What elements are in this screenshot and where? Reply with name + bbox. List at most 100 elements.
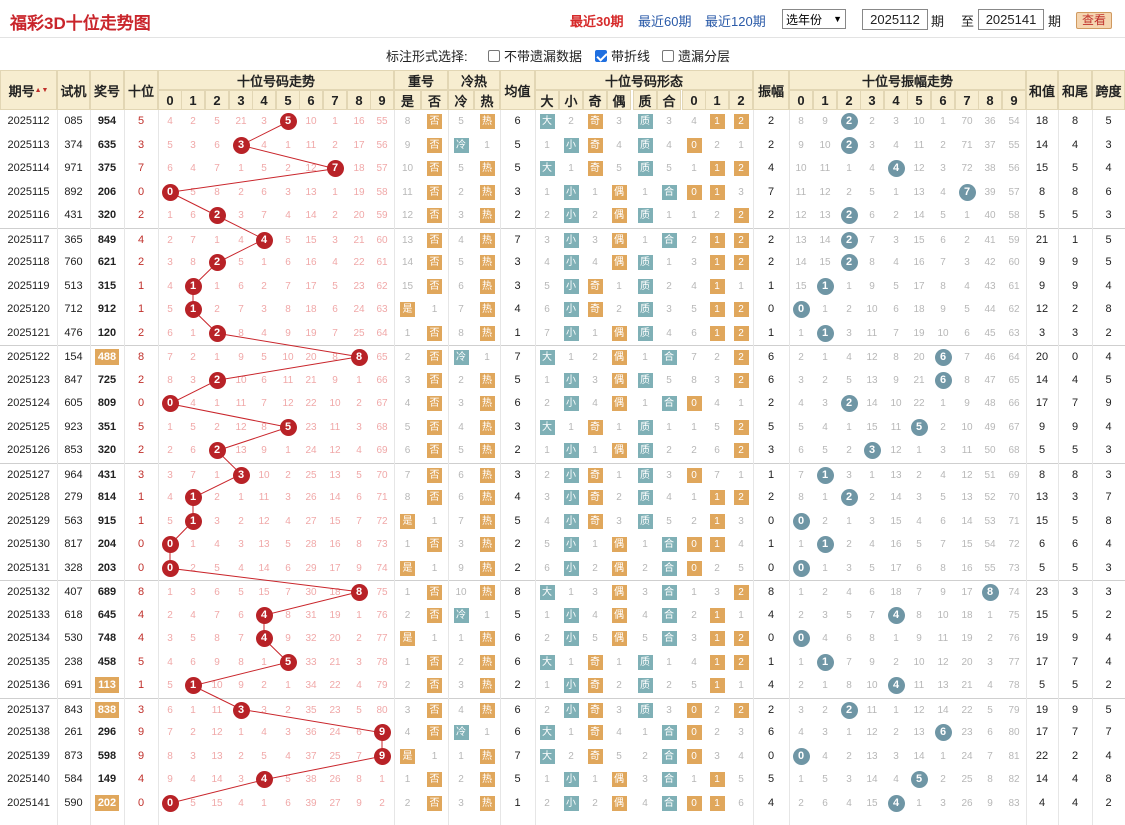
period-to-input[interactable]: 2025141 bbox=[978, 9, 1044, 30]
trend-miss: 6 bbox=[167, 163, 173, 174]
header-span: 跨度 bbox=[1092, 70, 1125, 110]
amp-miss: 41 bbox=[984, 234, 996, 246]
shape-cell: 小 bbox=[559, 486, 583, 510]
amp-miss: 9 bbox=[869, 656, 875, 668]
trend-miss: 3 bbox=[285, 727, 291, 738]
amp-ball: 6 bbox=[931, 721, 955, 745]
top-bar: 福彩3D十位走势图 最近30期 最近60期 最近120期 选年份 ▼ 202511… bbox=[0, 0, 1125, 38]
shape-cell: 2 bbox=[714, 704, 720, 716]
amp-miss: 2 bbox=[869, 116, 875, 127]
shape-cell: 2 bbox=[616, 680, 622, 691]
span-cell: 2 bbox=[1105, 326, 1112, 339]
trend-miss: 6 bbox=[356, 492, 362, 503]
cold-cell: 2 bbox=[458, 774, 464, 785]
shape-cell: 3 bbox=[616, 515, 622, 527]
shape-cell: 2 bbox=[714, 562, 720, 574]
shape-cell: 小 bbox=[559, 627, 583, 651]
shape-cell: 4 bbox=[738, 750, 744, 762]
trend-miss: 24 bbox=[329, 727, 341, 738]
repeat-yes-cell: 10 bbox=[401, 163, 414, 174]
amp-cell: 1 bbox=[767, 279, 775, 292]
amp-cell: 3 bbox=[767, 444, 775, 456]
recent-120-link[interactable]: 最近120期 bbox=[705, 14, 766, 29]
trend-miss: 2 bbox=[238, 515, 244, 527]
sumtail-cell: 3 bbox=[1071, 326, 1079, 339]
shape-cell: 3 bbox=[666, 469, 672, 481]
checkbox-layered[interactable] bbox=[662, 49, 674, 62]
trend-miss: 1 bbox=[238, 727, 244, 738]
amp-miss: 12 bbox=[866, 352, 878, 363]
trend-miss: 11 bbox=[258, 492, 270, 503]
trial-cell: 760 bbox=[64, 256, 83, 268]
amp-cell: 0 bbox=[767, 749, 775, 762]
header-amp-digit: 0 bbox=[789, 90, 813, 110]
header-trend-digit: 9 bbox=[370, 90, 394, 110]
amp-miss: 75 bbox=[1008, 609, 1020, 621]
amp-miss: 1 bbox=[846, 727, 852, 738]
amp-miss: 15 bbox=[866, 797, 878, 809]
period-cell: 2025124 bbox=[7, 397, 50, 409]
amp-miss: 54 bbox=[984, 539, 996, 550]
trend-ball: 1 bbox=[181, 674, 205, 698]
sort-icon[interactable]: ▲▼ bbox=[34, 86, 49, 94]
trial-cell: 261 bbox=[64, 726, 83, 738]
checkbox-no-missing[interactable] bbox=[488, 49, 500, 62]
mean-cell: 3 bbox=[514, 256, 521, 268]
trend-miss: 17 bbox=[305, 280, 317, 292]
shape-cell: 5 bbox=[616, 163, 622, 174]
recent-30-link[interactable]: 最近30期 bbox=[570, 14, 624, 29]
shape-cell: 1 bbox=[568, 421, 574, 433]
span-cell: 7 bbox=[1105, 726, 1112, 738]
hot-cell: 热 bbox=[474, 157, 500, 181]
tens-cell: 2 bbox=[137, 209, 145, 221]
trend-ball: 4 bbox=[252, 768, 276, 792]
amp-miss: 12 bbox=[795, 210, 807, 221]
amp-miss: 14 bbox=[890, 492, 902, 503]
marking-options: 标注形式选择: 不带遗漏数据 带折线 遗漏分层 bbox=[0, 38, 1125, 70]
prize-cell: 296 bbox=[97, 726, 117, 738]
sumtail-cell: 4 bbox=[1071, 138, 1079, 151]
checkbox-with-line[interactable] bbox=[595, 49, 607, 62]
column-divider bbox=[124, 110, 125, 825]
year-select[interactable]: 选年份 ▼ bbox=[782, 9, 846, 29]
shape-cell: 5 bbox=[666, 163, 672, 174]
option-layered[interactable]: 遗漏分层 bbox=[662, 46, 730, 65]
hot-cell: 热 bbox=[474, 322, 500, 346]
shape-cell: 质 bbox=[633, 251, 657, 275]
amp-miss: 2 bbox=[940, 421, 946, 433]
recent-60-link[interactable]: 最近60期 bbox=[638, 14, 692, 29]
amp-ball: 6 bbox=[931, 346, 955, 370]
shape-cell: 7 bbox=[691, 352, 697, 363]
period-cell: 2025120 bbox=[7, 303, 50, 315]
header-period[interactable]: 期号 ▲▼ bbox=[0, 70, 57, 110]
shape-cell: 3 bbox=[714, 750, 720, 762]
shape-cell: 7 bbox=[544, 327, 550, 339]
repeat-yes-cell: 1 bbox=[404, 774, 411, 785]
period-cell: 2025117 bbox=[7, 233, 50, 246]
period-from-input[interactable]: 2025112 bbox=[862, 9, 928, 30]
shape-cell: 5 bbox=[592, 633, 598, 644]
shape-cell: 0 bbox=[682, 134, 706, 158]
shape-cell: 1 bbox=[691, 587, 697, 598]
shape-cell: 1 bbox=[642, 539, 648, 550]
amp-ball: 1 bbox=[813, 533, 837, 557]
option-with-line[interactable]: 带折线 bbox=[595, 46, 650, 65]
trend-ball: 2 bbox=[205, 204, 229, 228]
view-button[interactable]: 查看 bbox=[1076, 12, 1112, 29]
table-row: 2025132 407 689 8 1 3 6 5 15 7 30 18 8 75 1 否 10 热 8 大 1 3 偶 3 合… bbox=[0, 580, 1125, 604]
trial-cell: 328 bbox=[64, 561, 83, 574]
amp-miss: 1 bbox=[846, 280, 852, 292]
shape-cell: 质 bbox=[633, 322, 657, 346]
option-no-missing[interactable]: 不带遗漏数据 bbox=[488, 46, 582, 65]
shape-cell: 大 bbox=[535, 721, 559, 745]
repeat-no-cell: 否 bbox=[421, 157, 448, 181]
amp-miss: 14 bbox=[866, 774, 878, 785]
shape-cell: 质 bbox=[633, 275, 657, 299]
option-no-missing-label: 不带遗漏数据 bbox=[504, 49, 583, 64]
shape-cell: 5 bbox=[544, 280, 550, 292]
amp-miss: 4 bbox=[798, 398, 804, 409]
prize-cell: 912 bbox=[97, 303, 117, 315]
amp-miss: 10 bbox=[866, 304, 878, 315]
trend-miss: 1 bbox=[261, 656, 267, 668]
shape-cell: 3 bbox=[691, 257, 697, 268]
